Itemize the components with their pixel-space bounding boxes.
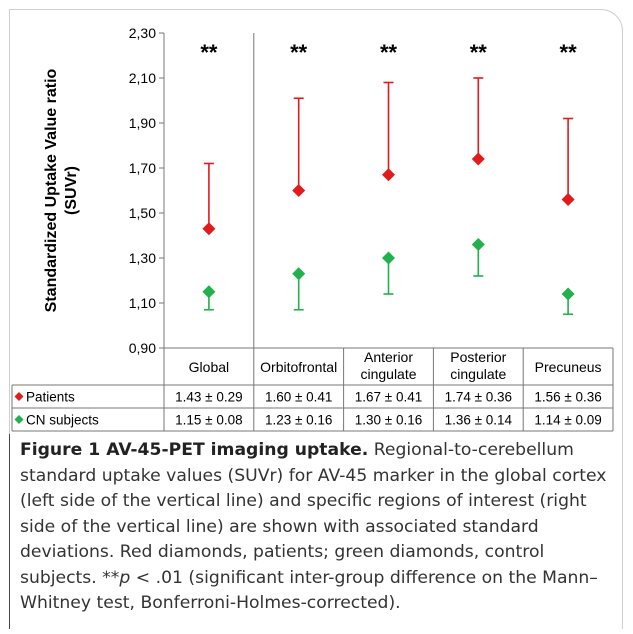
caption-p-symbol: p xyxy=(119,567,131,588)
caption-title: Figure 1 AV-45-PET imaging uptake. xyxy=(20,440,369,460)
figure-caption: Figure 1 AV-45-PET imaging uptake. Regio… xyxy=(20,438,616,617)
data-point xyxy=(561,287,575,301)
significance-marker: ** xyxy=(290,40,308,65)
category-label-line-1: Anterior xyxy=(364,349,413,365)
figure-frame xyxy=(9,9,623,629)
data-point xyxy=(382,251,395,265)
legend-marker xyxy=(14,415,24,424)
y-tick-label: 1,70 xyxy=(129,160,156,176)
y-tick-label: 0,90 xyxy=(129,340,156,356)
significance-marker: ** xyxy=(470,40,488,65)
data-point xyxy=(292,267,306,281)
table-cell: 1.36 ± 0.14 xyxy=(445,413,513,428)
chart: 0,90 1,10 1,30 1,50 1,70 1,90 2,10 2,30 Standard… xyxy=(11,25,614,432)
category-label-line-1: Posterior xyxy=(450,349,506,365)
table-cell: 1.14 ± 0.09 xyxy=(534,413,601,428)
y-tick-label: 2,30 xyxy=(129,25,156,41)
category-label: Precuneus xyxy=(535,359,602,375)
y-tick-label: 1,90 xyxy=(129,115,156,131)
table-cell: 1.67 ± 0.41 xyxy=(355,390,422,405)
data-point xyxy=(382,168,395,182)
data-point xyxy=(471,152,485,166)
category-label: Global xyxy=(189,359,229,375)
category-label-line-2: cingulate xyxy=(450,366,506,382)
data-point xyxy=(292,184,306,197)
table-cell: 1.30 ± 0.16 xyxy=(355,413,422,428)
legend-marker xyxy=(14,392,24,401)
figure-frame-edge xyxy=(9,434,10,629)
significance-marker: ** xyxy=(200,40,218,65)
y-tick-label: 1,10 xyxy=(129,295,156,311)
legend-label: CN subjects xyxy=(26,413,99,428)
y-axis-title-line-1: Standardized Uptake Value ratio xyxy=(43,68,60,312)
significance-marker: ** xyxy=(560,40,578,65)
caption-body-part-1: Regional-to-cerebellum standard uptake v… xyxy=(20,440,607,588)
y-tick-label: 1,30 xyxy=(129,250,156,266)
category-label-line-2: cingulate xyxy=(360,366,416,382)
significance-marker: ** xyxy=(380,40,398,65)
caption-body-part-2: < .01 (significant inter-group differenc… xyxy=(20,567,598,614)
data-point xyxy=(561,193,575,206)
table-cell: 1.74 ± 0.36 xyxy=(445,390,512,405)
data-point xyxy=(471,238,485,251)
y-axis-title-line-2: (SUVr) xyxy=(63,166,80,215)
table-cell: 1.60 ± 0.41 xyxy=(265,390,332,405)
table-cell: 1.23 ± 0.16 xyxy=(265,413,332,428)
legend-label: Patients xyxy=(26,390,75,405)
y-tick-label: 1,50 xyxy=(129,205,156,221)
data-point xyxy=(202,222,216,236)
table-cell: 1.56 ± 0.36 xyxy=(534,390,601,405)
data-point xyxy=(202,285,216,299)
category-label: Orbitofrontal xyxy=(260,359,337,375)
table-cell: 1.43 ± 0.29 xyxy=(175,390,242,405)
table-cell: 1.15 ± 0.08 xyxy=(175,413,242,428)
y-tick-label: 2,10 xyxy=(129,70,156,86)
